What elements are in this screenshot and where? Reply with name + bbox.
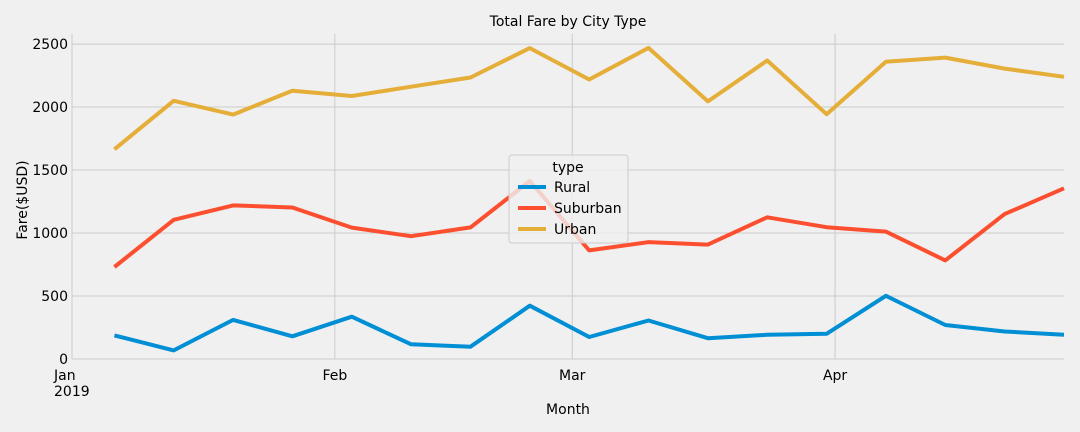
x-tick-label: Feb xyxy=(322,368,347,384)
y-tick-label: 0 xyxy=(59,352,68,368)
y-tick-label: 2000 xyxy=(32,100,68,116)
legend: type Rural Suburban Urban xyxy=(508,154,629,244)
legend-label-rural: Rural xyxy=(554,180,590,196)
x-tick-label: Mar xyxy=(559,368,586,384)
series-lines xyxy=(113,45,1065,353)
legend-label-urban: Urban xyxy=(554,222,596,238)
x-tick-label: Jan xyxy=(53,368,76,384)
legend-title: type xyxy=(552,160,583,176)
legend-items: Rural Suburban Urban xyxy=(518,180,622,238)
series-line-suburban xyxy=(113,179,1065,269)
y-tick-label: 2500 xyxy=(32,37,68,53)
x-tick-sublabel: 2019 xyxy=(54,384,90,400)
y-axis-ticks: 0 500 1000 1500 2000 2500 xyxy=(32,37,68,368)
y-tick-label: 1000 xyxy=(32,226,68,242)
y-axis-label: Fare($USD) xyxy=(15,160,31,239)
x-axis-label: Month xyxy=(546,402,590,418)
series-line-urban xyxy=(113,45,1065,151)
chart-title: Total Fare by City Type xyxy=(489,14,647,30)
legend-frame xyxy=(508,154,629,244)
series-line-rural xyxy=(113,293,1065,353)
legend-label-suburban: Suburban xyxy=(554,201,622,217)
x-tick-label: Apr xyxy=(823,368,847,384)
y-tick-label: 500 xyxy=(41,289,68,305)
y-tick-label: 1500 xyxy=(32,163,68,179)
